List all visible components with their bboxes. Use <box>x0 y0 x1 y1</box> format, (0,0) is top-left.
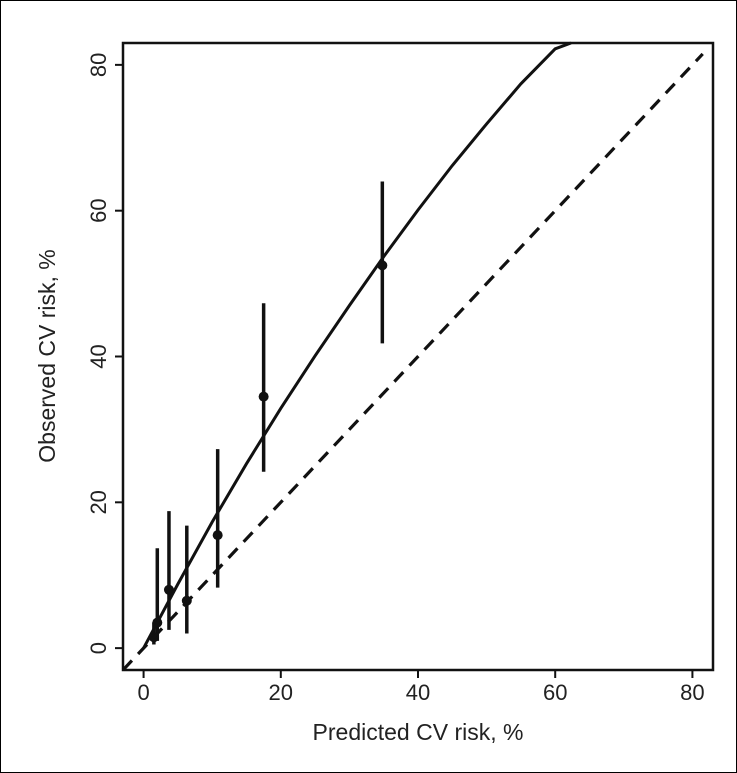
x-tick-label: 60 <box>543 680 567 705</box>
x-tick-label: 20 <box>269 680 293 705</box>
x-tick-label: 0 <box>137 680 149 705</box>
x-tick-label: 40 <box>406 680 430 705</box>
identity-reference-line <box>121 52 704 672</box>
data-point <box>163 584 174 595</box>
y-tick-label: 0 <box>86 642 111 654</box>
y-tick-label: 20 <box>86 490 111 514</box>
x-axis-title: Predicted CV risk, % <box>313 719 524 745</box>
y-tick-label: 80 <box>86 53 111 77</box>
calibration-curve <box>142 41 572 649</box>
y-tick-label: 60 <box>86 198 111 222</box>
plot-marks <box>121 41 704 672</box>
data-point <box>212 530 223 541</box>
data-point <box>258 391 269 402</box>
x-tick-label: 80 <box>680 680 704 705</box>
y-axis-title: Observed CV risk, % <box>34 249 60 462</box>
x-axis: 0 20 40 60 80 <box>137 670 705 705</box>
y-tick-label: 40 <box>86 344 111 368</box>
y-axis: 0 20 40 60 80 <box>86 53 123 654</box>
